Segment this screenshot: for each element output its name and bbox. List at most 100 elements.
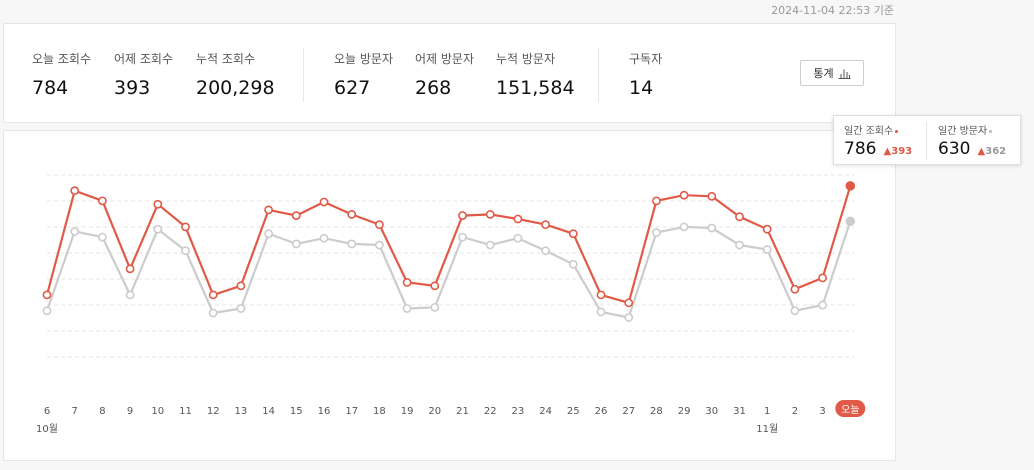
views-data-point[interactable] <box>596 290 606 300</box>
visitors-data-point[interactable] <box>485 240 495 250</box>
views-data-point[interactable] <box>845 181 856 191</box>
visitors-data-point[interactable] <box>652 228 661 237</box>
visitors-data-point[interactable] <box>596 307 606 317</box>
x-tick-label: 24 <box>539 406 552 417</box>
visitors-data-point[interactable] <box>541 246 550 256</box>
visitors-data-point[interactable] <box>319 233 329 243</box>
divider <box>598 48 599 102</box>
views-data-point[interactable] <box>208 290 218 300</box>
views-data-point[interactable] <box>707 191 717 201</box>
views-data-point[interactable] <box>347 210 357 219</box>
views-dot-icon <box>895 129 899 133</box>
visitors-data-point[interactable] <box>679 222 689 232</box>
x-tick-label: 29 <box>678 406 691 417</box>
timestamp: 2024-11-04 22:53 기준 <box>771 4 894 17</box>
views-data-point[interactable] <box>70 186 80 196</box>
visitors-data-point[interactable] <box>402 304 412 313</box>
tooltip-views-delta: ▲393 <box>883 146 913 157</box>
visitors-data-point[interactable] <box>153 224 163 234</box>
visitors-data-point[interactable] <box>735 240 744 250</box>
visitors-data-point[interactable] <box>291 239 301 249</box>
views-data-point[interactable] <box>430 281 440 291</box>
visitors-data-point[interactable] <box>707 223 717 233</box>
visitors-data-point[interactable] <box>374 240 384 250</box>
x-tick-label: 9 <box>127 406 133 417</box>
visitors-data-point[interactable] <box>513 233 523 243</box>
visitors-data-point[interactable] <box>762 245 772 254</box>
daily-trend-chart: 6 7 8 9 10 11 12 13 14 15 16 17 18 19 20 21 22 23 24 25 26 27… <box>36 174 866 435</box>
visitors-data-point[interactable] <box>125 290 135 300</box>
x-tick-label: 27 <box>622 406 635 417</box>
stat-label: 구독자 <box>629 52 663 66</box>
stat-label: 누적 조회수 <box>196 52 256 66</box>
stats-summary-card: 오늘 조회수 784 어제 조회수 393 누적 조회수 200,298 오늘 … <box>3 23 896 123</box>
views-data-point[interactable] <box>652 196 661 206</box>
up-triangle-icon: ▲ <box>883 146 892 157</box>
stat-total-visitors: 누적 방문자 151,584 <box>496 50 575 99</box>
stat-value: 200,298 <box>196 77 275 99</box>
visitors-series-line <box>45 220 852 319</box>
views-data-point[interactable] <box>153 199 163 209</box>
x-tick-label: 16 <box>318 406 331 417</box>
views-data-point[interactable] <box>125 264 135 274</box>
x-tick-label: 1 <box>764 406 770 417</box>
visitors-data-point[interactable] <box>208 308 218 318</box>
visitors-dot-icon <box>989 129 993 133</box>
views-data-point[interactable] <box>568 229 578 239</box>
x-tick-label: 8 <box>99 406 105 417</box>
views-data-point[interactable] <box>402 278 412 287</box>
views-data-point[interactable] <box>236 281 246 291</box>
views-data-point[interactable] <box>264 205 273 215</box>
visitors-data-point[interactable] <box>70 227 80 236</box>
x-tick-label: 13 <box>235 406 248 417</box>
visitors-data-point[interactable] <box>845 216 856 227</box>
tooltip-visitors-label: 일간 방문자 <box>938 126 988 137</box>
views-data-point[interactable] <box>790 284 800 294</box>
views-data-point[interactable] <box>98 196 107 206</box>
views-data-point[interactable] <box>818 273 827 283</box>
views-data-point[interactable] <box>762 224 772 234</box>
statistics-button[interactable]: 통계 <box>800 60 864 86</box>
views-data-point[interactable] <box>679 190 689 200</box>
tooltip-visitors: 일간 방문자 630 ▲362 <box>938 122 1006 159</box>
visitors-data-point[interactable] <box>236 304 246 313</box>
stat-label: 어제 조회수 <box>114 52 174 66</box>
x-tick-label: 6 <box>44 406 50 417</box>
views-data-point[interactable] <box>181 222 190 232</box>
visitors-data-point[interactable] <box>458 232 467 242</box>
stat-value: 268 <box>415 77 452 99</box>
views-data-point[interactable] <box>485 210 495 219</box>
statistics-button-label: 통계 <box>813 67 834 80</box>
tooltip-views: 일간 조회수 786 ▲393 <box>844 122 912 159</box>
tooltip-visitors-delta: ▲362 <box>977 146 1007 157</box>
views-data-point[interactable] <box>374 220 384 230</box>
views-data-point[interactable] <box>319 197 329 207</box>
visitors-data-point[interactable] <box>568 259 578 269</box>
visitors-data-point[interactable] <box>42 306 52 316</box>
stat-value: 14 <box>629 77 654 99</box>
visitors-data-point[interactable] <box>347 239 357 249</box>
x-tick-label: 7 <box>72 406 78 417</box>
visitors-data-point[interactable] <box>790 306 800 316</box>
views-data-point[interactable] <box>42 290 52 300</box>
views-data-point[interactable] <box>735 212 744 222</box>
stat-total-views: 누적 조회수 200,298 <box>196 50 275 99</box>
views-data-point[interactable] <box>513 214 523 224</box>
bar-chart-icon <box>838 69 851 79</box>
visitors-data-point[interactable] <box>624 313 634 322</box>
visitors-data-point[interactable] <box>818 300 827 310</box>
x-tick-label: 25 <box>567 406 580 417</box>
views-data-point[interactable] <box>541 220 550 230</box>
visitors-data-point[interactable] <box>181 246 190 256</box>
stat-subscribers: 구독자 14 <box>629 50 662 99</box>
views-data-point[interactable] <box>291 211 301 220</box>
visitors-data-point[interactable] <box>430 302 440 312</box>
stat-value: 627 <box>334 77 371 99</box>
x-tick-label: 오늘 <box>841 404 859 416</box>
views-data-point[interactable] <box>458 211 467 220</box>
x-tick-label: 2 <box>792 406 798 417</box>
stat-label: 오늘 방문자 <box>334 52 394 66</box>
visitors-data-point[interactable] <box>264 229 273 239</box>
visitors-data-point[interactable] <box>98 232 107 242</box>
views-data-point[interactable] <box>624 298 634 308</box>
